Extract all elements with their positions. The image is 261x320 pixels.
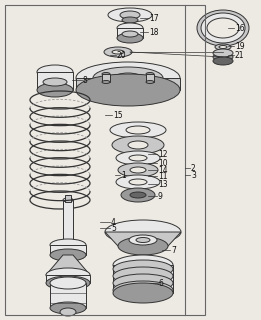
- Text: 18: 18: [149, 28, 158, 36]
- Polygon shape: [218, 53, 228, 61]
- Ellipse shape: [50, 302, 86, 314]
- Text: 1: 1: [121, 171, 126, 180]
- Ellipse shape: [108, 8, 152, 22]
- Text: 10: 10: [158, 158, 168, 167]
- Text: 2: 2: [191, 164, 196, 172]
- Polygon shape: [76, 78, 180, 90]
- Ellipse shape: [113, 255, 173, 275]
- Ellipse shape: [113, 267, 173, 285]
- Ellipse shape: [46, 268, 90, 282]
- Polygon shape: [113, 265, 173, 293]
- Polygon shape: [37, 72, 73, 90]
- Text: 7: 7: [171, 245, 176, 254]
- Ellipse shape: [105, 220, 181, 244]
- Ellipse shape: [128, 141, 148, 149]
- Text: 12: 12: [158, 149, 168, 158]
- Ellipse shape: [113, 274, 173, 292]
- Ellipse shape: [76, 74, 180, 106]
- Ellipse shape: [37, 65, 73, 79]
- Ellipse shape: [219, 45, 227, 49]
- Ellipse shape: [116, 175, 160, 189]
- Ellipse shape: [46, 276, 90, 290]
- Ellipse shape: [50, 277, 86, 289]
- Text: 5: 5: [111, 223, 116, 233]
- Polygon shape: [50, 283, 86, 308]
- Text: 6: 6: [159, 278, 164, 287]
- Ellipse shape: [213, 53, 233, 61]
- Ellipse shape: [129, 155, 147, 161]
- Ellipse shape: [63, 198, 73, 202]
- Ellipse shape: [213, 57, 233, 65]
- Ellipse shape: [146, 81, 154, 84]
- Ellipse shape: [197, 10, 249, 46]
- Ellipse shape: [112, 136, 164, 154]
- Ellipse shape: [76, 62, 180, 94]
- Polygon shape: [117, 28, 143, 38]
- Ellipse shape: [126, 126, 150, 134]
- Polygon shape: [63, 200, 73, 245]
- Text: 4: 4: [111, 218, 116, 227]
- Polygon shape: [146, 74, 154, 82]
- Text: 13: 13: [158, 180, 168, 188]
- Ellipse shape: [129, 179, 147, 185]
- Polygon shape: [102, 74, 110, 82]
- Ellipse shape: [136, 237, 150, 243]
- Ellipse shape: [118, 163, 158, 177]
- Ellipse shape: [207, 18, 239, 38]
- Ellipse shape: [102, 73, 110, 76]
- Ellipse shape: [130, 167, 146, 173]
- Ellipse shape: [122, 31, 138, 37]
- Ellipse shape: [113, 283, 173, 303]
- Ellipse shape: [121, 76, 135, 81]
- Ellipse shape: [213, 49, 233, 57]
- Ellipse shape: [93, 67, 163, 89]
- Ellipse shape: [50, 249, 86, 261]
- Text: 15: 15: [113, 110, 123, 119]
- Ellipse shape: [118, 237, 168, 255]
- Text: 19: 19: [235, 42, 245, 51]
- Ellipse shape: [102, 81, 110, 84]
- Text: 11: 11: [158, 172, 168, 180]
- Ellipse shape: [211, 20, 235, 36]
- Ellipse shape: [117, 33, 143, 43]
- Ellipse shape: [37, 83, 73, 97]
- Polygon shape: [65, 195, 71, 202]
- Ellipse shape: [50, 239, 86, 251]
- Text: 17: 17: [149, 13, 159, 22]
- Ellipse shape: [130, 192, 146, 198]
- Polygon shape: [50, 245, 86, 255]
- Text: 3: 3: [191, 171, 196, 180]
- Ellipse shape: [215, 44, 231, 50]
- Text: 21: 21: [235, 51, 245, 60]
- Ellipse shape: [121, 188, 155, 202]
- Text: 14: 14: [158, 165, 168, 174]
- Polygon shape: [46, 255, 90, 275]
- Ellipse shape: [113, 260, 173, 278]
- Ellipse shape: [218, 55, 228, 59]
- Ellipse shape: [129, 235, 157, 245]
- Ellipse shape: [110, 122, 166, 138]
- Text: 8: 8: [83, 76, 88, 84]
- Polygon shape: [46, 275, 90, 283]
- Ellipse shape: [120, 11, 140, 19]
- Ellipse shape: [104, 47, 132, 57]
- Ellipse shape: [60, 308, 76, 316]
- Text: 9: 9: [158, 191, 163, 201]
- Ellipse shape: [43, 78, 67, 86]
- Ellipse shape: [122, 17, 138, 23]
- Polygon shape: [105, 232, 181, 246]
- Text: 16: 16: [235, 23, 245, 33]
- Ellipse shape: [116, 151, 160, 165]
- Ellipse shape: [113, 281, 173, 299]
- Ellipse shape: [112, 50, 124, 54]
- Ellipse shape: [114, 73, 142, 83]
- Ellipse shape: [117, 23, 143, 33]
- Text: 20: 20: [117, 51, 127, 60]
- Ellipse shape: [146, 73, 154, 76]
- Ellipse shape: [201, 13, 245, 43]
- Bar: [5, 5, 205, 315]
